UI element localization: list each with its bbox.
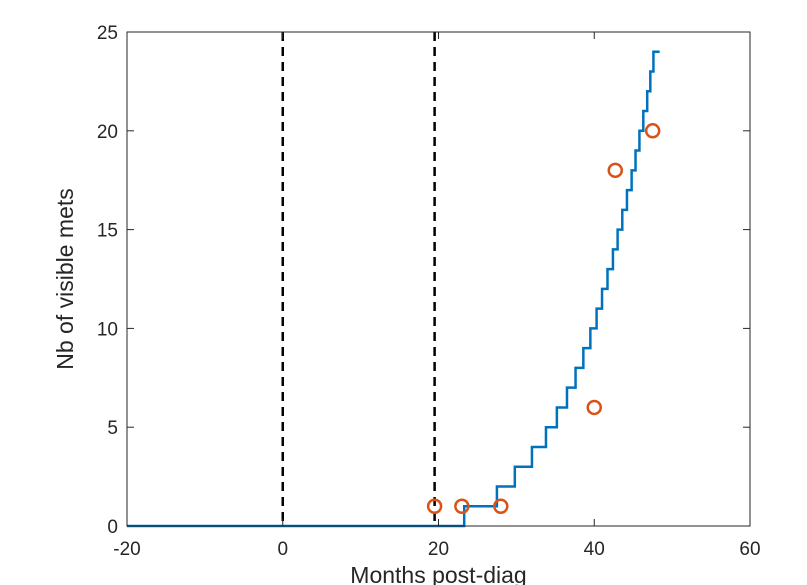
step-series	[127, 50, 660, 528]
scatter-series	[426, 123, 661, 514]
x-tick-label-1: 0	[277, 539, 288, 560]
scatter-point-3	[586, 399, 602, 416]
scatter-point-2	[493, 498, 509, 514]
x-tick-label-4: 60	[739, 539, 760, 560]
x-axis: -20 0 20 40 60	[113, 32, 761, 560]
y-axis-label: Nb of visible mets	[52, 188, 78, 370]
scatter-point-0	[426, 498, 443, 514]
x-axis-label: Months post-diag	[350, 562, 526, 585]
x-tick-label-3: 40	[584, 539, 605, 560]
reference-lines	[281, 32, 436, 526]
y-axis: 0 5 10 15 20 25	[97, 23, 750, 538]
scatter-point-4	[607, 162, 624, 179]
y-tick-label-1: 5	[107, 418, 118, 439]
x-tick-label-2: 20	[428, 539, 449, 560]
x-tick-label-0: -20	[113, 539, 140, 560]
y-tick-label-3: 15	[97, 221, 118, 242]
scatter-point-1	[454, 498, 470, 514]
plot-area	[127, 32, 750, 526]
y-tick-label-2: 10	[97, 319, 118, 340]
y-tick-label-0: 0	[107, 517, 118, 538]
y-tick-label-5: 25	[97, 23, 118, 44]
scatter-point-5	[644, 123, 661, 139]
step-line	[127, 50, 660, 528]
y-tick-label-4: 20	[97, 122, 118, 143]
